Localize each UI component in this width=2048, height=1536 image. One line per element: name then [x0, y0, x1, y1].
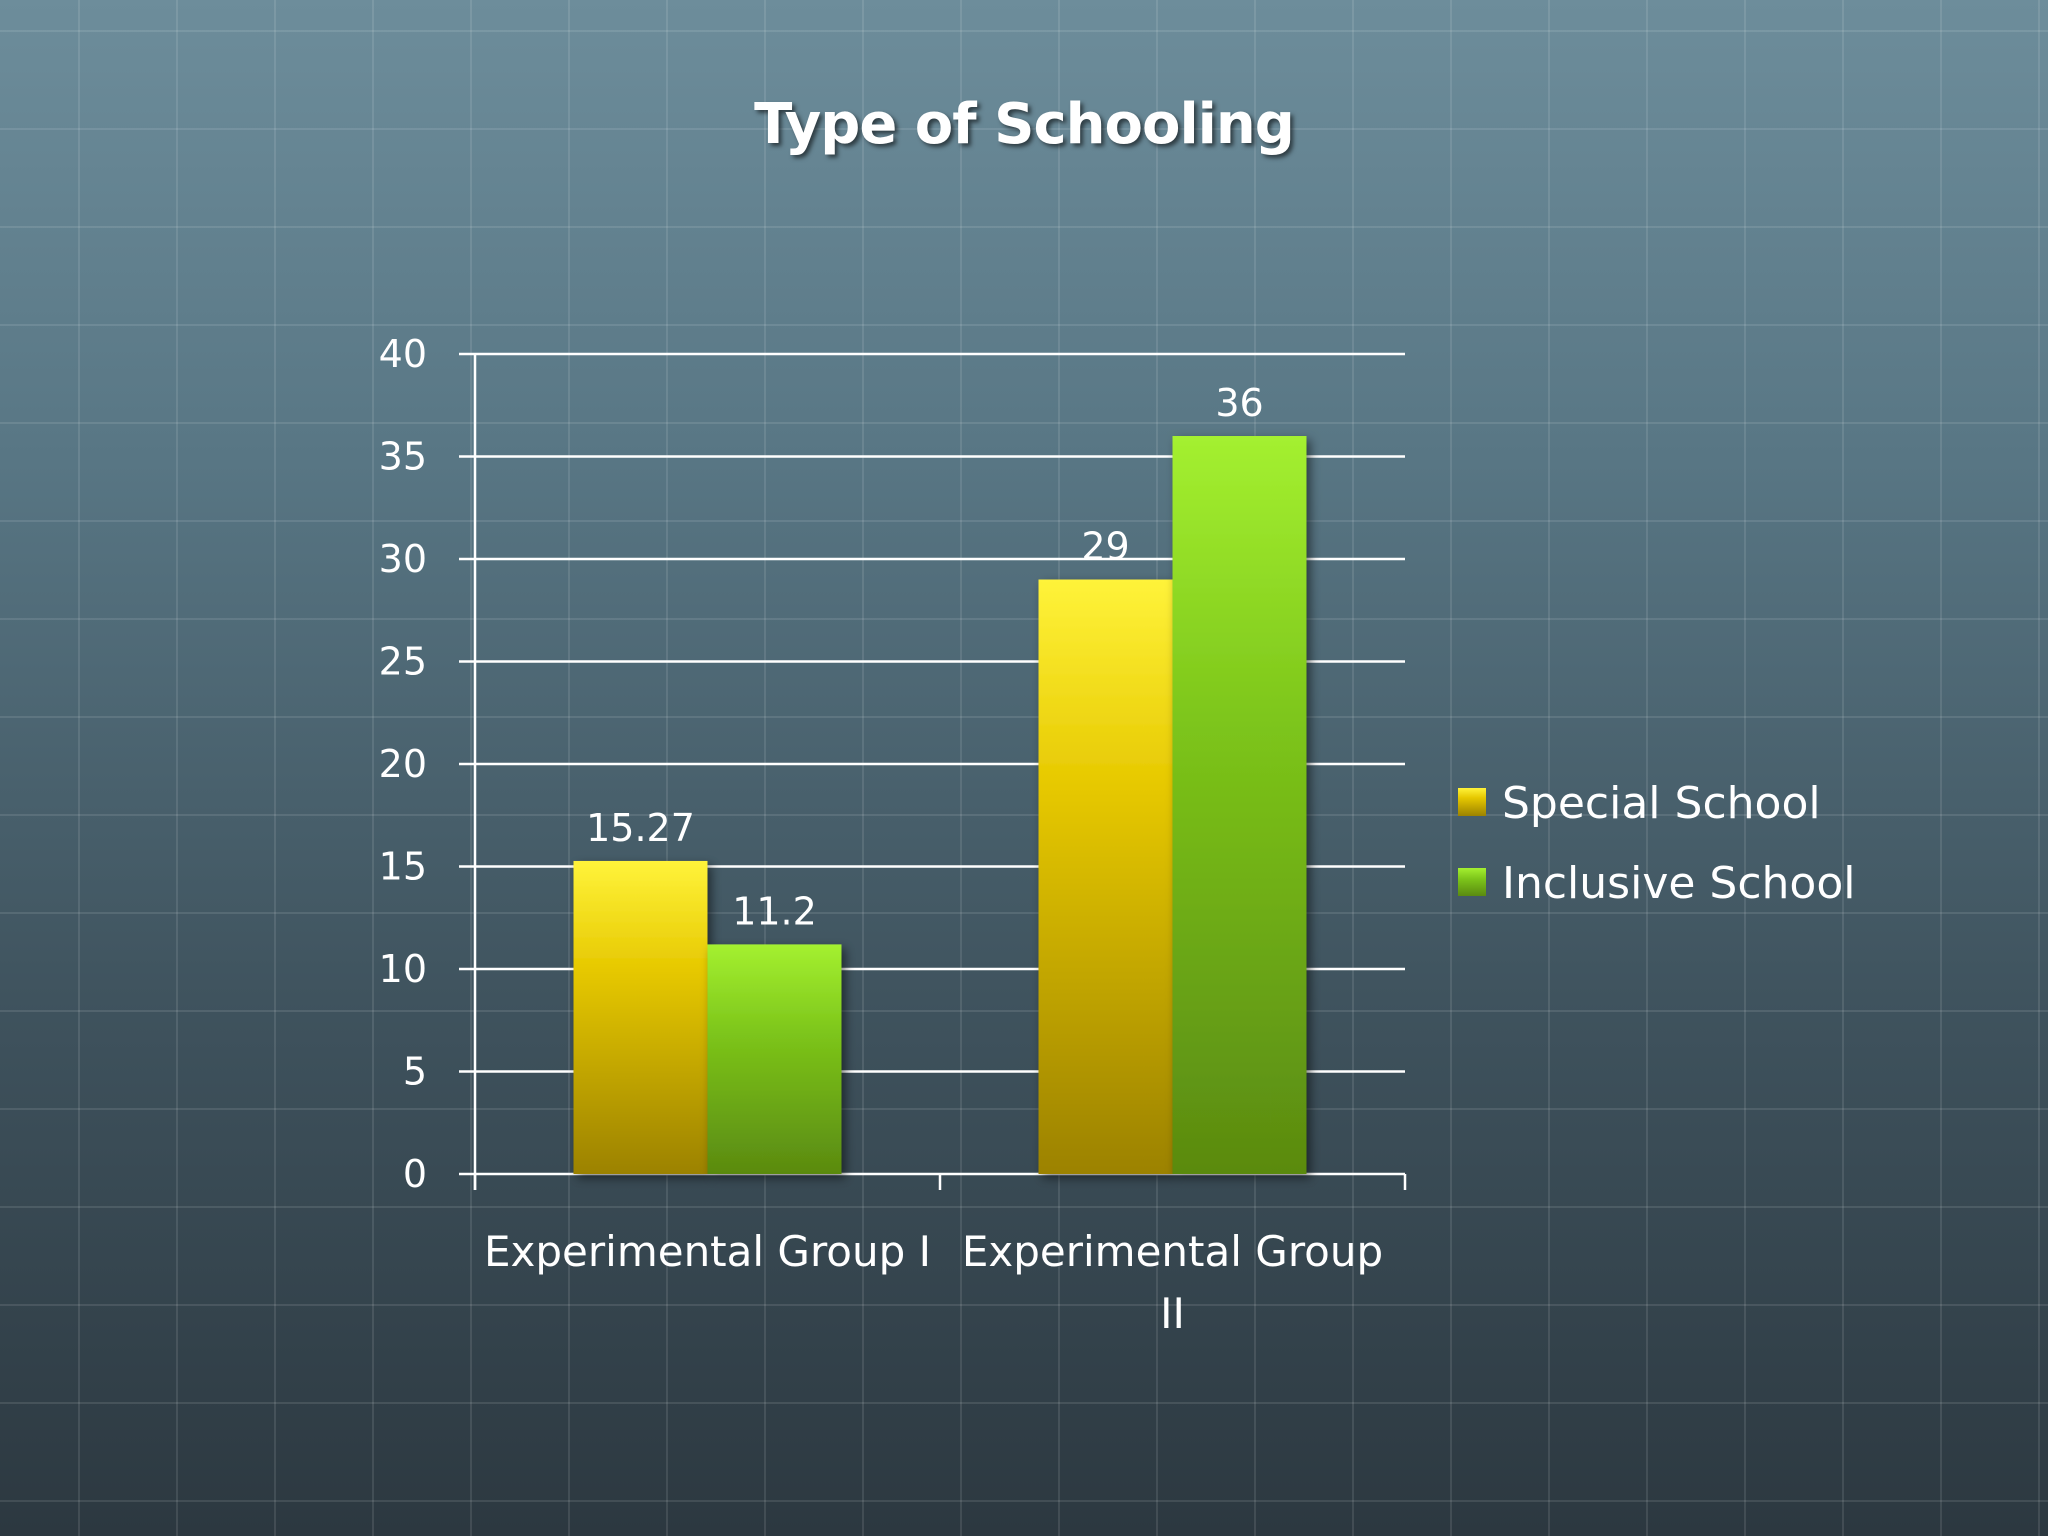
y-tick-label: 40	[379, 332, 427, 376]
bars	[573, 436, 1307, 1174]
legend: Special School Inclusive School	[1458, 778, 1855, 909]
y-tick-label: 35	[379, 435, 427, 479]
legend-swatch	[1458, 868, 1486, 896]
y-tick-label: 30	[379, 537, 427, 581]
bar-inclusive-school	[707, 944, 842, 1174]
legend-swatch	[1458, 788, 1486, 816]
x-category-label-line: Experimental Group	[962, 1227, 1383, 1276]
data-label: 11.2	[732, 889, 817, 933]
y-tick-label: 25	[379, 640, 427, 684]
legend-label: Special School	[1502, 778, 1821, 829]
chart-title: Type of Schooling	[754, 92, 1295, 157]
legend-label: Inclusive School	[1502, 858, 1855, 909]
data-label: 15.27	[586, 806, 695, 850]
data-label: 29	[1081, 525, 1129, 569]
bar-special-school	[1038, 579, 1173, 1174]
bar-special-school	[573, 860, 708, 1174]
x-category-label-line: II	[1160, 1289, 1185, 1338]
y-tick-label: 15	[379, 845, 427, 889]
x-category-label: Experimental Group II	[962, 1227, 1383, 1338]
data-label: 36	[1215, 381, 1263, 425]
y-tick-label: 20	[379, 742, 427, 786]
x-category-label-line: Experimental Group I	[484, 1227, 931, 1276]
x-category-label: Experimental Group I	[484, 1227, 931, 1276]
y-tick-label: 5	[403, 1050, 427, 1094]
bar-inclusive-school	[1172, 436, 1307, 1174]
labels: 0 5 10 15 20 25 30 35 40 15.27 11.2 Experimental Gr…	[379, 332, 1384, 1338]
y-tick-label: 10	[379, 947, 427, 991]
y-tick-label: 0	[403, 1152, 427, 1196]
